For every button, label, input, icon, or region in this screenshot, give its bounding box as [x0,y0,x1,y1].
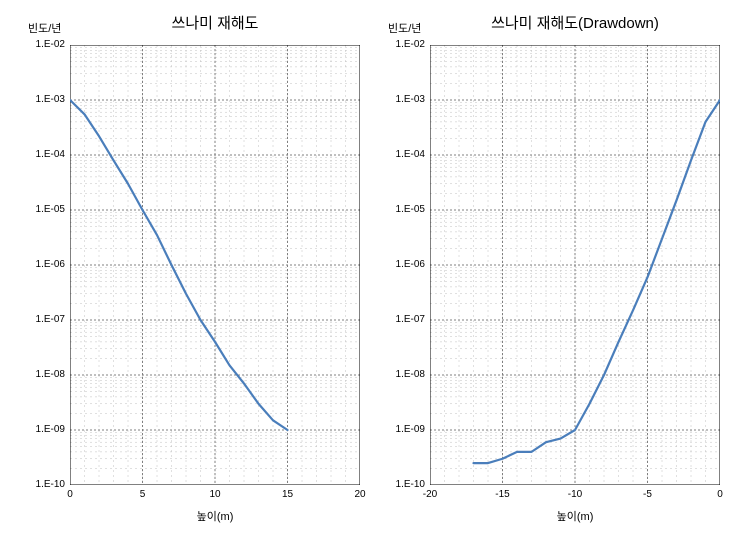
x-tick-label: 10 [205,489,225,500]
y-tick-label: 1.E-06 [396,259,425,270]
y-tick-label: 1.E-07 [396,314,425,325]
y-tick-label: 1.E-03 [36,94,65,105]
y-tick-label: 1.E-03 [396,94,425,105]
y-tick-label: 1.E-09 [36,424,65,435]
y-tick-label: 1.E-02 [396,39,425,50]
left-x-axis-label: 높이(m) [70,508,360,524]
y-tick-label: 1.E-02 [36,39,65,50]
right-chart-title: 쓰나미 재해도(Drawdown) [430,12,720,33]
y-tick-label: 1.E-05 [396,204,425,215]
y-tick-label: 1.E-07 [36,314,65,325]
right-y-axis-label: 빈도/년 [388,20,421,36]
x-tick-label: -15 [493,489,513,500]
x-tick-label: 15 [278,489,298,500]
x-tick-label: 5 [133,489,153,500]
x-tick-label: -10 [565,489,585,500]
figure: 쓰나미 재해도 빈도/년 높이(m) 0 5 10 15 20 1.E-10 1.E-09… [0,0,733,533]
y-tick-label: 1.E-06 [36,259,65,270]
right-plot-svg [430,45,720,485]
x-tick-label: -5 [638,489,658,500]
y-tick-label: 1.E-08 [36,369,65,380]
y-tick-label: 1.E-04 [396,149,425,160]
left-y-axis-label: 빈도/년 [28,20,61,36]
y-tick-label: 1.E-10 [36,479,65,490]
y-tick-label: 1.E-10 [396,479,425,490]
left-plot-svg [70,45,360,485]
x-tick-label: 0 [60,489,80,500]
x-tick-label: -20 [420,489,440,500]
y-tick-label: 1.E-05 [36,204,65,215]
y-tick-label: 1.E-09 [396,424,425,435]
y-tick-label: 1.E-04 [36,149,65,160]
left-chart-title: 쓰나미 재해도 [70,12,360,33]
x-tick-label: 0 [710,489,730,500]
x-tick-label: 20 [350,489,370,500]
y-tick-label: 1.E-08 [396,369,425,380]
right-x-axis-label: 높이(m) [430,508,720,524]
